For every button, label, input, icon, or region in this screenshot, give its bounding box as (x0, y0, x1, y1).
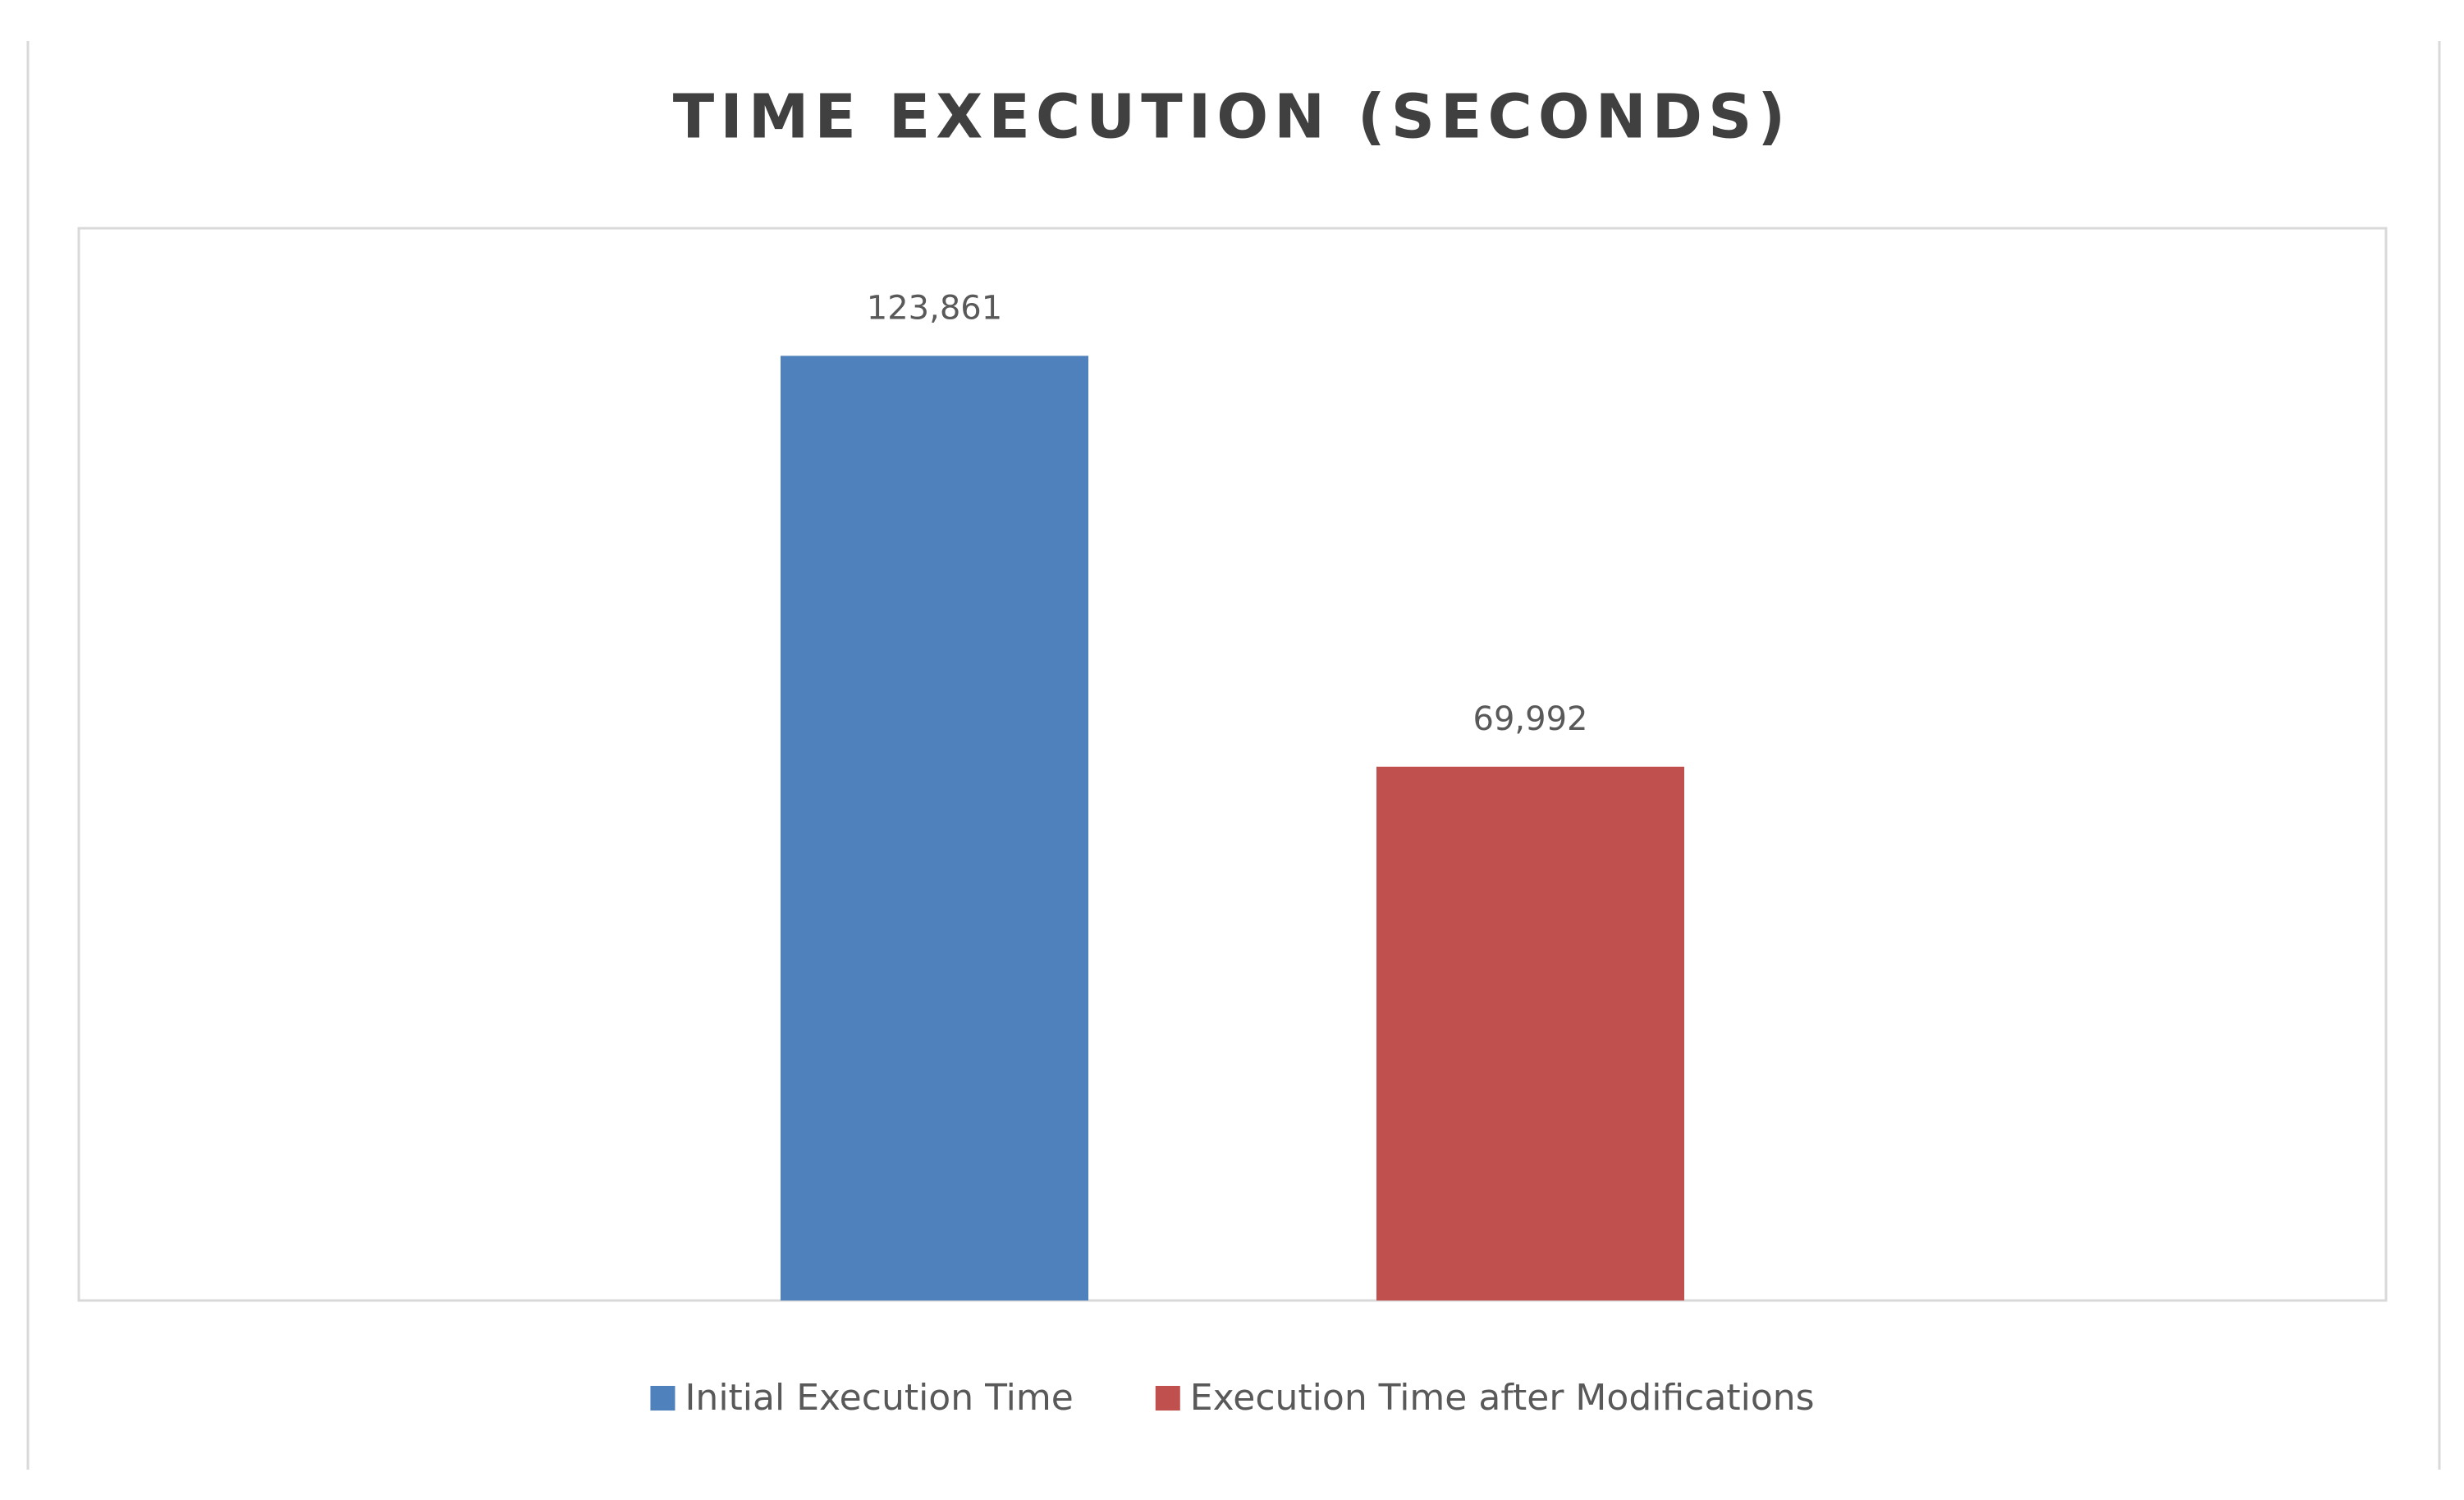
data-label: 69,992 (1473, 700, 1588, 738)
legend-swatch (1155, 1386, 1180, 1411)
legend-swatch (650, 1386, 676, 1411)
chart-title: TIME EXECUTION (SECONDS) (673, 82, 1791, 153)
bar (781, 356, 1088, 1300)
data-label: 123,861 (867, 289, 1002, 327)
legend-label: Execution Time after Modifications (1190, 1377, 1815, 1419)
legend-label: Initial Execution Time (685, 1377, 1073, 1419)
bar (1376, 766, 1684, 1300)
plot-area (77, 227, 2388, 1302)
